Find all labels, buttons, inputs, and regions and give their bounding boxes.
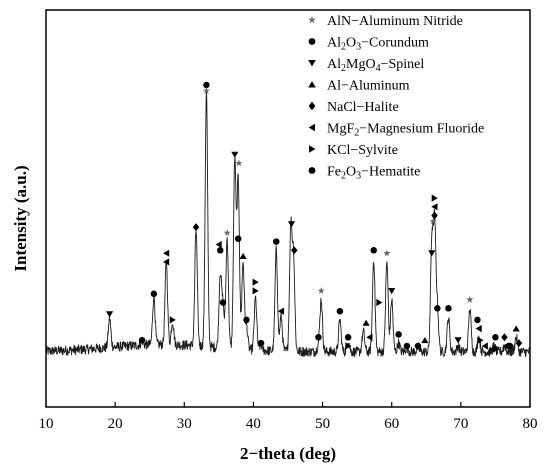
marker-triangle-up (421, 337, 429, 344)
legend-symbol-diamond (308, 101, 316, 111)
marker-circle (445, 305, 452, 312)
legend-label: Al2O3−Corundum (327, 36, 429, 53)
marker-diamond (291, 246, 298, 255)
legend-label: KCl−Sylvite (327, 143, 398, 158)
marker-circle (217, 247, 224, 254)
marker-diamond (515, 339, 523, 348)
x-tick-label: 30 (177, 416, 192, 432)
marker-circle (150, 290, 158, 298)
marker-star (223, 229, 231, 236)
marker-star (466, 295, 474, 303)
marker-star (202, 87, 210, 94)
x-tick-label: 80 (523, 416, 538, 432)
marker-circle (344, 334, 352, 341)
marker-circle (243, 316, 250, 324)
legend-label: MgF2−Magnesium Fluoride (327, 122, 484, 139)
marker-triangle-right (376, 298, 383, 307)
legend-symbol-triangle-left (308, 123, 315, 132)
legend-symbol-triangle-down (308, 60, 316, 67)
marker-triangle-down (287, 221, 296, 228)
marker-triangle-left (163, 258, 170, 266)
legend-symbol-triangle-up (308, 81, 316, 88)
marker-triangle-left (481, 342, 488, 350)
marker-diamond (490, 344, 498, 353)
legend-label: Al2MgO4−Spinel (327, 57, 424, 74)
y-axis-title: Intensity (a.u.) (11, 165, 30, 271)
x-axis-title: 2−theta (deg) (240, 444, 336, 463)
legend-symbol-circle (308, 38, 316, 45)
marker-circle (370, 247, 377, 254)
plot-frame (45, 9, 531, 408)
marker-triangle-left (502, 342, 509, 350)
marker-circle (414, 342, 422, 350)
marker-circle (203, 81, 210, 89)
marker-triangle-left (431, 203, 438, 211)
legend-symbol-star (308, 16, 316, 24)
x-tick-label: 50 (315, 416, 330, 432)
x-tick-label: 70 (453, 416, 468, 432)
marker-triangle-down (231, 151, 239, 158)
marker-triangle-left (277, 307, 284, 315)
legend: AlN−Aluminum Nitride Al2O3−Corundum Al2MgO… (308, 14, 484, 182)
marker-diamond (431, 211, 438, 220)
marker-triangle-left (215, 240, 222, 249)
marker-circle (395, 331, 402, 338)
legend-label: AlN−Aluminum Nitride (327, 14, 463, 29)
marker-triangle-right (431, 194, 438, 202)
marker-circle (315, 334, 322, 341)
x-tick-label: 60 (384, 416, 399, 432)
marker-circle (403, 342, 411, 350)
marker-circle (219, 299, 227, 306)
marker-triangle-down (388, 288, 396, 295)
marker-circle (434, 305, 441, 312)
marker-triangle-left (366, 333, 373, 341)
legend-label: Al−Aluminum (327, 79, 410, 94)
marker-circle (234, 235, 242, 242)
marker-circle (336, 307, 344, 315)
marker-triangle-down (454, 337, 462, 344)
legend-label: NaCl−Halite (327, 100, 399, 115)
marker-triangle-up (362, 319, 370, 326)
marker-star (429, 217, 437, 225)
marker-triangle-right (169, 316, 176, 324)
x-axis-ticks: 10 20 30 40 50 60 70 80 (39, 402, 538, 432)
marker-triangle-right (252, 278, 259, 286)
diffraction-pattern (45, 88, 531, 358)
legend-symbol-circle (308, 167, 316, 174)
marker-circle (257, 339, 265, 347)
marker-triangle-down (106, 311, 114, 318)
marker-triangle-right (345, 342, 352, 350)
legend-label: Fe2O3−Hematite (327, 165, 420, 182)
marker-triangle-right (252, 287, 259, 295)
marker-diamond (501, 333, 508, 342)
marker-star (383, 249, 391, 257)
marker-circle (273, 238, 280, 245)
marker-triangle-up (512, 325, 520, 332)
marker-triangle-left (163, 249, 170, 257)
marker-circle (492, 334, 499, 341)
marker-circle (506, 342, 514, 350)
marker-triangle-right (477, 336, 484, 344)
x-tick-label: 40 (246, 416, 261, 432)
marker-triangle-left (475, 325, 482, 333)
x-tick-label: 20 (108, 416, 123, 432)
marker-circle (138, 336, 146, 344)
x-tick-label: 10 (39, 416, 54, 432)
marker-triangle-up (239, 252, 247, 259)
marker-circle (474, 316, 481, 324)
marker-diamond (192, 223, 200, 232)
legend-symbol-triangle-right (309, 145, 316, 153)
marker-triangle-down (428, 250, 436, 257)
xrd-trace (45, 88, 531, 358)
marker-star (317, 287, 325, 294)
phase-markers (106, 81, 523, 353)
marker-star (235, 159, 243, 167)
